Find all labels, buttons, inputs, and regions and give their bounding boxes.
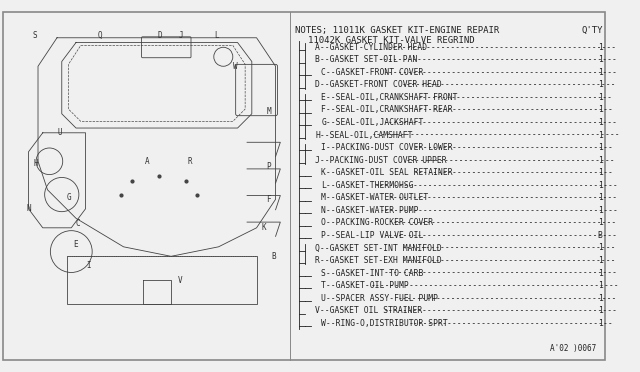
Text: 1: 1 [598, 206, 602, 215]
Text: S: S [33, 31, 38, 41]
Text: C--GASKET-FRONT COVER: C--GASKET-FRONT COVER [321, 68, 424, 77]
Text: -----------------------------------------------: ----------------------------------------… [388, 43, 617, 52]
Text: 1: 1 [598, 306, 602, 315]
Text: 11042K GASKET KIT-VALVE REGRIND: 11042K GASKET KIT-VALVE REGRIND [308, 36, 474, 45]
Text: R: R [188, 157, 193, 166]
Text: 1: 1 [598, 93, 602, 102]
Text: 1: 1 [598, 131, 602, 140]
Text: 1: 1 [598, 143, 602, 152]
Text: -----------------------------------------: ----------------------------------------… [413, 106, 613, 115]
Text: L--GASKET-THERMOHSG: L--GASKET-THERMOHSG [321, 181, 414, 190]
Text: 1: 1 [598, 294, 602, 303]
Text: R--GASKET SET-EXH MANIFOLD: R--GASKET SET-EXH MANIFOLD [316, 256, 442, 265]
Text: ---------------------------------------------------: ----------------------------------------… [371, 281, 619, 290]
Text: S--GASKET-INT TO CARB: S--GASKET-INT TO CARB [321, 269, 424, 278]
Text: K: K [262, 223, 266, 232]
Text: L: L [214, 31, 219, 41]
Text: N--GASKET-WATER PUMP: N--GASKET-WATER PUMP [321, 206, 419, 215]
Text: ----------------------------------------------: ----------------------------------------… [393, 218, 617, 227]
Text: 1: 1 [598, 80, 602, 89]
Text: 1: 1 [598, 43, 602, 52]
Text: M: M [267, 108, 271, 116]
Text: ---------------------------------------------------: ----------------------------------------… [372, 131, 620, 140]
Text: V: V [178, 276, 183, 285]
Text: --------------------------------------------: ----------------------------------------… [401, 80, 616, 89]
Text: U--SPACER ASSY-FUEL PUMP: U--SPACER ASSY-FUEL PUMP [321, 294, 438, 303]
Text: N: N [26, 204, 31, 213]
Text: -------------------------------------------: ----------------------------------------… [406, 155, 615, 165]
Text: Q: Q [97, 31, 102, 41]
Text: 1: 1 [598, 319, 602, 328]
Text: -----------------------------------------: ----------------------------------------… [413, 143, 613, 152]
Text: -------------------------------------------------: ----------------------------------------… [379, 55, 618, 64]
Text: 1: 1 [598, 106, 602, 115]
Text: 1: 1 [598, 181, 602, 190]
Text: 1: 1 [598, 168, 602, 177]
Text: ----------------------------------------: ---------------------------------------- [418, 93, 613, 102]
Text: 1: 1 [598, 55, 602, 64]
Text: A'02 )0067: A'02 )0067 [550, 344, 596, 353]
Text: ------------------------------------------------: ----------------------------------------… [384, 269, 618, 278]
Text: J: J [178, 31, 183, 41]
Text: --------------------------------------------: ----------------------------------------… [401, 243, 616, 253]
Text: F--SEAL-OIL,CRANKSHAFT REAR: F--SEAL-OIL,CRANKSHAFT REAR [321, 106, 453, 115]
Text: W: W [234, 62, 238, 71]
Text: V--GASKET OIL STRAINER: V--GASKET OIL STRAINER [316, 306, 423, 315]
Text: ---------------------------------------------: ----------------------------------------… [397, 294, 617, 303]
Text: ------------------------------------------: ----------------------------------------… [409, 319, 614, 328]
Text: 1: 1 [598, 68, 602, 77]
Text: J--PACKING-DUST COVER UPPER: J--PACKING-DUST COVER UPPER [316, 155, 447, 165]
Text: F: F [267, 195, 271, 204]
Text: Q--GASKET SET-INT MANIFOLD: Q--GASKET SET-INT MANIFOLD [316, 243, 442, 253]
Text: 1: 1 [598, 118, 602, 127]
Text: D: D [157, 31, 162, 41]
Text: 1: 1 [598, 269, 602, 278]
Text: I--PACKING-DUST COVER LOWER: I--PACKING-DUST COVER LOWER [321, 143, 453, 152]
Text: -----------------------------------------: ----------------------------------------… [413, 168, 613, 177]
Text: Q'TY: Q'TY [582, 26, 604, 35]
Text: 1: 1 [598, 218, 602, 227]
Text: W--RING-O,DISTRIBUTOR SPRT: W--RING-O,DISTRIBUTOR SPRT [321, 319, 448, 328]
Text: B--GASKET SET-OIL PAN: B--GASKET SET-OIL PAN [316, 55, 418, 64]
Text: ------------------------------------------------: ----------------------------------------… [383, 306, 617, 315]
Text: ------------------------------------------------: ----------------------------------------… [384, 68, 618, 77]
Text: I: I [86, 261, 91, 270]
Text: A: A [145, 157, 150, 166]
Text: H: H [34, 159, 38, 168]
Text: B: B [598, 231, 602, 240]
Text: A--GASKET-CYLINDER HEAD: A--GASKET-CYLINDER HEAD [316, 43, 428, 52]
Text: T--GASKET-OIL PUMP: T--GASKET-OIL PUMP [321, 281, 409, 290]
Bar [67, 256, 257, 304]
Text: B: B [271, 252, 276, 261]
Text: --------------------------------------------: ----------------------------------------… [401, 256, 616, 265]
Text: 1: 1 [598, 281, 602, 290]
Text: -----------------------------------------------: ----------------------------------------… [388, 193, 618, 202]
Text: ------------------------------------------------: ----------------------------------------… [384, 231, 618, 240]
Text: D--GASKET-FRONT COVER HEAD: D--GASKET-FRONT COVER HEAD [316, 80, 442, 89]
Text: O--PACKING-ROCKER COVER: O--PACKING-ROCKER COVER [321, 218, 433, 227]
Text: G--SEAL-OIL,JACKSHAFT: G--SEAL-OIL,JACKSHAFT [321, 118, 424, 127]
Text: -------------------------------------------------: ----------------------------------------… [380, 206, 618, 215]
Text: ------------------------------------------------: ----------------------------------------… [384, 118, 618, 127]
Text: 1: 1 [598, 155, 602, 165]
Text: E: E [74, 240, 78, 249]
Text: 1: 1 [598, 256, 602, 265]
Text: --------------------------------------------------: ----------------------------------------… [375, 181, 619, 190]
Text: NOTES; 11011K GASKET KIT-ENGINE REPAIR: NOTES; 11011K GASKET KIT-ENGINE REPAIR [294, 26, 499, 35]
Text: 1: 1 [598, 243, 602, 253]
Text: P: P [267, 161, 271, 170]
Text: M--GASKET-WATER OUTLET: M--GASKET-WATER OUTLET [321, 193, 428, 202]
Text: G: G [67, 193, 72, 202]
Text: 1: 1 [598, 193, 602, 202]
Text: E--SEAL-OIL,CRANKSHAFT FRONT: E--SEAL-OIL,CRANKSHAFT FRONT [321, 93, 458, 102]
Text: H--SEAL-OIL,CAMSHAFT: H--SEAL-OIL,CAMSHAFT [316, 131, 413, 140]
Text: P--SEAL-LIP VALVE OIL: P--SEAL-LIP VALVE OIL [321, 231, 424, 240]
Text: K--GASKET-OIL SEAL RETAINER: K--GASKET-OIL SEAL RETAINER [321, 168, 453, 177]
Text: U: U [58, 128, 62, 137]
Text: C: C [76, 219, 80, 228]
